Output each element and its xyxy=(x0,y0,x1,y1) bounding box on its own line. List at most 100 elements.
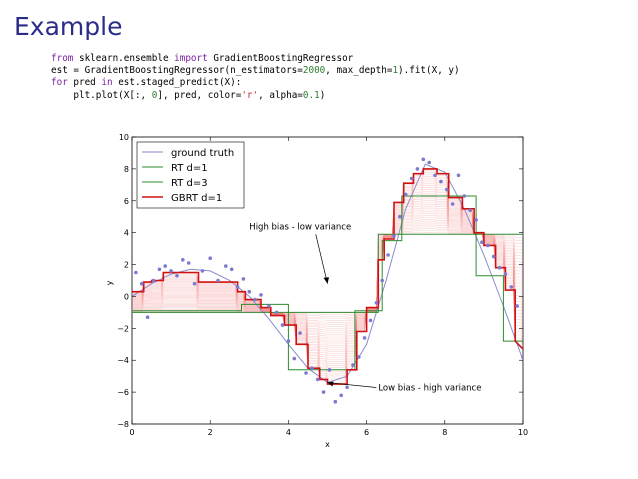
data-point xyxy=(145,315,150,320)
data-point xyxy=(386,253,390,257)
data-point xyxy=(480,240,484,244)
data-point xyxy=(274,310,279,315)
data-point xyxy=(224,264,228,268)
code-string: 'r' xyxy=(241,89,259,101)
code-text: ], pred, color= xyxy=(157,89,242,101)
gbrt-d1-line xyxy=(132,168,523,385)
data-point xyxy=(200,269,205,273)
data-point xyxy=(486,243,490,248)
x-axis-label: x xyxy=(325,440,330,449)
series-layer xyxy=(132,163,523,385)
code-text: ) xyxy=(319,89,326,101)
y-tick-label: −8 xyxy=(117,420,129,429)
staged-prediction-line xyxy=(132,219,523,330)
staged-prediction-line xyxy=(132,226,523,321)
rt-d3-line xyxy=(132,195,523,371)
slide-title: Example xyxy=(14,12,123,41)
y-tick-label: 2 xyxy=(124,261,129,270)
data-point xyxy=(292,356,297,361)
code-keyword: in xyxy=(101,77,113,89)
legend-label-rt-d1: RT d=1 xyxy=(171,163,208,174)
staged-prediction-line xyxy=(132,174,523,379)
data-point xyxy=(157,267,162,272)
staged-prediction-line xyxy=(132,228,523,319)
annotation-arrowhead xyxy=(327,381,334,387)
staged-prediction-line xyxy=(132,209,523,340)
data-point xyxy=(515,304,519,308)
data-point xyxy=(310,366,314,371)
staged-prediction-line xyxy=(132,232,523,315)
data-point xyxy=(192,281,197,286)
code-block: from sklearn.ensemble import GradientBoo… xyxy=(51,53,460,102)
staged-prediction-line xyxy=(132,222,523,326)
data-point xyxy=(433,173,437,178)
legend-label-gbrt-d1: GBRT d=1 xyxy=(171,193,222,204)
data-point xyxy=(409,176,414,181)
staged-prediction-line xyxy=(132,217,523,332)
code-number: 2000 xyxy=(302,65,326,77)
data-point xyxy=(280,323,285,327)
data-point xyxy=(327,368,332,372)
code-text: sklearn.ensemble xyxy=(73,53,175,64)
code-line-3: for pred in est.staged_predict(X): xyxy=(51,77,460,89)
data-point xyxy=(151,278,156,283)
x-tick-label: 2 xyxy=(208,428,213,437)
data-points xyxy=(134,157,523,404)
code-text: pred xyxy=(67,77,102,89)
data-point xyxy=(497,265,502,270)
data-point xyxy=(403,192,408,197)
code-keyword: from xyxy=(51,53,74,64)
x-tick-label: 10 xyxy=(518,428,528,437)
data-point xyxy=(169,269,173,273)
staged-prediction-line xyxy=(132,205,523,344)
x-tick-label: 8 xyxy=(442,428,447,437)
data-point xyxy=(241,277,246,281)
staged-prediction-line xyxy=(132,207,523,342)
code-text: , alpha= xyxy=(258,89,303,101)
x-tick-label: 0 xyxy=(129,428,134,437)
data-point xyxy=(368,318,373,323)
data-point xyxy=(521,355,523,359)
code-text: est = GradientBoostingRegressor(n_estima… xyxy=(51,65,303,77)
data-point xyxy=(450,202,455,206)
data-point xyxy=(357,355,361,359)
data-point xyxy=(216,278,220,283)
data-point xyxy=(503,272,508,276)
data-point xyxy=(175,273,179,278)
data-point xyxy=(380,278,385,283)
annotation-low-bias: Low bias - high variance xyxy=(378,384,481,394)
data-point xyxy=(474,218,478,222)
data-point xyxy=(163,264,167,268)
code-keyword: for xyxy=(51,77,68,89)
code-text: plt.plot(X[:, xyxy=(51,89,152,101)
data-point xyxy=(140,281,144,286)
data-point xyxy=(333,399,338,404)
data-point xyxy=(509,285,514,289)
staged-prediction-line xyxy=(132,179,523,373)
y-tick-label: −2 xyxy=(117,324,129,333)
code-text: GradientBoostingRegressor xyxy=(207,53,354,64)
data-point xyxy=(398,214,402,219)
data-point xyxy=(345,385,349,390)
data-point xyxy=(315,377,320,382)
y-tick-label: −4 xyxy=(117,356,129,365)
data-point xyxy=(267,304,271,308)
data-point xyxy=(468,208,473,213)
annotation-arrowhead xyxy=(323,277,329,284)
data-point xyxy=(415,167,420,171)
data-point xyxy=(351,363,355,367)
code-text: est.staged_predict(X): xyxy=(112,77,242,89)
data-point xyxy=(235,285,240,289)
annotation-arrow xyxy=(315,234,328,284)
x-tick-label: 4 xyxy=(286,428,291,437)
data-point xyxy=(229,267,234,272)
code-line-4: plt.plot(X[:, 0], pred, color='r', alpha… xyxy=(51,90,460,102)
data-point xyxy=(134,270,138,275)
y-tick-label: 8 xyxy=(124,165,129,174)
code-line-2: est = GradientBoostingRegressor(n_estima… xyxy=(51,65,460,77)
data-point xyxy=(462,194,467,198)
staged-prediction-line xyxy=(132,176,523,377)
legend-label-rt-d3: RT d=3 xyxy=(171,178,208,189)
staged-prediction-line xyxy=(132,220,523,328)
